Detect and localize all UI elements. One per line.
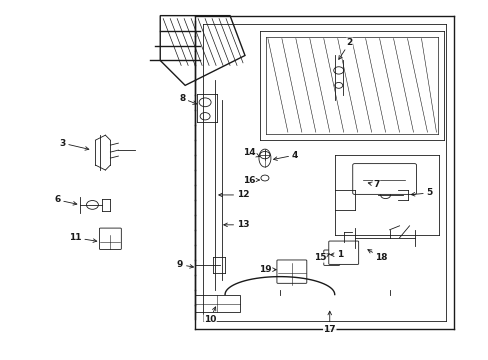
Text: 17: 17 <box>323 311 335 334</box>
Text: 5: 5 <box>410 188 432 197</box>
Text: 19: 19 <box>258 265 276 274</box>
Text: 9: 9 <box>177 260 193 269</box>
Text: 15: 15 <box>313 253 329 262</box>
FancyBboxPatch shape <box>352 164 416 194</box>
Text: 12: 12 <box>218 190 249 199</box>
FancyBboxPatch shape <box>328 241 358 264</box>
Text: 2: 2 <box>338 38 352 59</box>
Text: 8: 8 <box>179 94 196 104</box>
FancyBboxPatch shape <box>195 294 240 312</box>
Text: 10: 10 <box>203 307 216 324</box>
FancyBboxPatch shape <box>323 250 339 265</box>
Text: 4: 4 <box>273 150 297 161</box>
FancyBboxPatch shape <box>99 228 121 249</box>
Text: 14: 14 <box>242 148 259 157</box>
Text: 18: 18 <box>367 249 387 262</box>
Text: 11: 11 <box>69 233 97 242</box>
FancyBboxPatch shape <box>276 260 306 283</box>
Text: 6: 6 <box>54 195 77 205</box>
Text: 7: 7 <box>367 180 379 189</box>
Text: 16: 16 <box>242 176 259 185</box>
Text: 13: 13 <box>224 220 249 229</box>
Text: 1: 1 <box>330 250 342 259</box>
Text: 3: 3 <box>59 139 89 150</box>
